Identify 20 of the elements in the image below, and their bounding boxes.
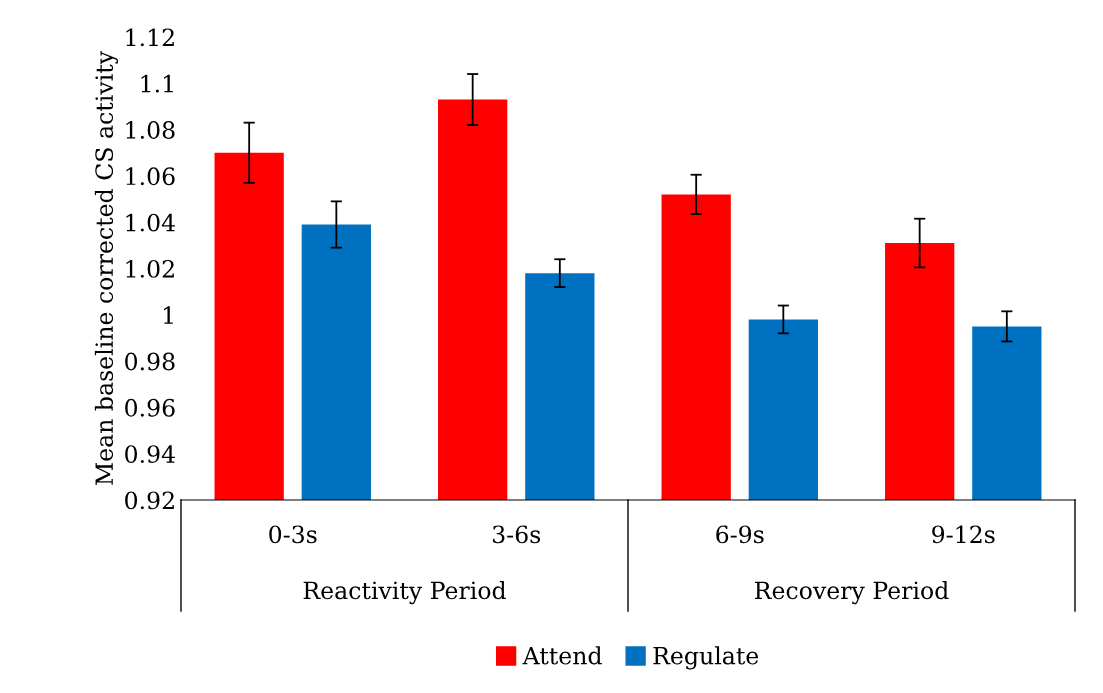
y-tick-label: 1.02	[126, 259, 174, 278]
text: Recovery Period	[755, 581, 949, 605]
y-tick-label: 1.08	[126, 121, 175, 139]
y-tick-label: 1.12	[126, 28, 174, 47]
y-tick-label: 0.94	[125, 445, 175, 464]
x-tick-label: 0-3s	[269, 525, 317, 544]
y-axis-title: Mean baseline corrected CS activity	[94, 51, 119, 485]
y-tick-label: 1.04	[126, 213, 175, 232]
y-tick-label: 1.06	[126, 167, 175, 186]
y-tick-label: 1.1	[141, 74, 173, 93]
y-tick-label: 1	[164, 306, 173, 324]
y-tick-label: 0.98	[125, 352, 175, 371]
y-tick-label: 0.96	[125, 398, 175, 417]
x-tick-label: 3-6s	[492, 525, 541, 544]
x-tick-label: 9-12s	[932, 525, 995, 544]
x-tick-label: 6-9s	[716, 525, 764, 544]
text: Reactivity Period	[303, 581, 506, 605]
legend-label: Attend	[522, 646, 602, 665]
y-tick-label: 0.92	[125, 491, 174, 510]
legend-label: Regulate	[653, 646, 759, 670]
